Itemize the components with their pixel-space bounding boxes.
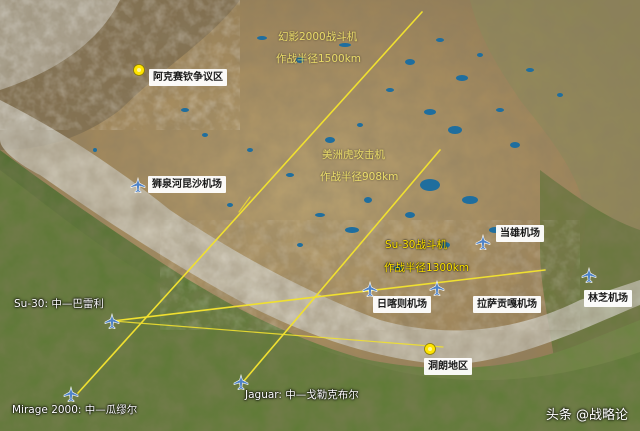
label-nyingchi-airport: 林芝机场: [584, 290, 632, 307]
mirage-range-line: [77, 11, 423, 394]
airplane-icon: [362, 280, 378, 297]
jaguar-range-title: 美洲虎攻击机: [322, 149, 385, 161]
airplane-icon: [429, 279, 445, 296]
label-mirage-base: Mirage 2000: 中—瓜缪尔: [12, 404, 138, 416]
label-damxung-airport: 当雄机场: [496, 225, 544, 242]
yellow-pin-icon: [424, 343, 436, 355]
su30-range-radius: 作战半径1300km: [384, 262, 470, 274]
airplane-icon: [130, 176, 146, 193]
yellow-pin-icon: [133, 64, 145, 76]
airplane-icon: [104, 312, 120, 329]
su30-range-title: Su-30战斗机: [385, 239, 447, 251]
airfield-markers: [63, 176, 597, 402]
region-markers: [133, 64, 436, 355]
airplane-icon: [63, 385, 79, 402]
label-tawang-region: 洞朗地区: [424, 358, 472, 375]
watermark-account: @战略论: [575, 408, 628, 423]
label-su30-base: Su-30: 中—巴雷利: [14, 298, 104, 310]
label-jaguar-base: Jaguar: 中—戈勒克布尔: [245, 389, 359, 401]
range-lines: [77, 11, 546, 394]
su30-range-line: [112, 269, 546, 322]
label-lhasa-airport: 拉萨贡嘎机场: [473, 296, 541, 313]
label-shiquanhe-airport: 狮泉河昆沙机场: [148, 176, 226, 193]
airplane-icon: [233, 373, 249, 390]
watermark: 头条 @战略论: [546, 404, 628, 423]
watermark-brand: 头条: [545, 408, 572, 423]
airplane-icon: [475, 233, 491, 250]
mirage-range-title: 幻影2000战斗机: [278, 31, 358, 43]
airplane-icon: [581, 266, 597, 283]
jaguar-range-line: [242, 149, 441, 383]
jaguar-range-radius: 作战半径908km: [320, 171, 399, 183]
lakes: [93, 36, 563, 270]
secondary-range-line: [112, 320, 444, 348]
label-shigatse-airport: 日喀则机场: [373, 296, 431, 313]
aksai-guide-line: [238, 196, 251, 213]
label-aksai-chin: 阿克赛钦争议区: [149, 69, 227, 86]
mirage-range-radius: 作战半径1500km: [276, 53, 362, 65]
